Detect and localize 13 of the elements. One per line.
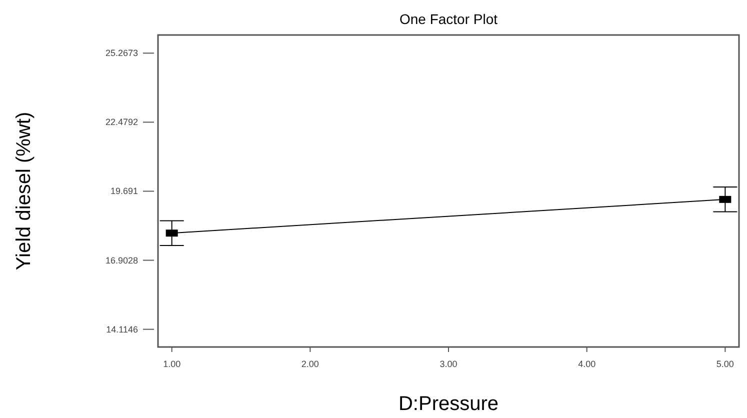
x-tick-label: 5.00 xyxy=(716,359,734,369)
x-tick-label: 2.00 xyxy=(301,359,319,369)
y-axis-title: Yield diesel (%wt) xyxy=(13,112,35,270)
y-tick-label: 25.2673 xyxy=(105,48,138,58)
y-tick-label: 22.4792 xyxy=(105,117,138,128)
x-tick-label: 3.00 xyxy=(440,359,458,369)
chart-title: One Factor Plot xyxy=(399,11,498,27)
y-tick-label: 16.9028 xyxy=(105,255,138,266)
y-tick-label: 14.1146 xyxy=(106,324,138,334)
y-tick-label: 19.691 xyxy=(110,186,138,196)
x-axis-title: D:Pressure xyxy=(398,393,499,415)
x-tick-label: 4.00 xyxy=(578,359,596,369)
x-tick-label: 1.00 xyxy=(163,359,181,369)
